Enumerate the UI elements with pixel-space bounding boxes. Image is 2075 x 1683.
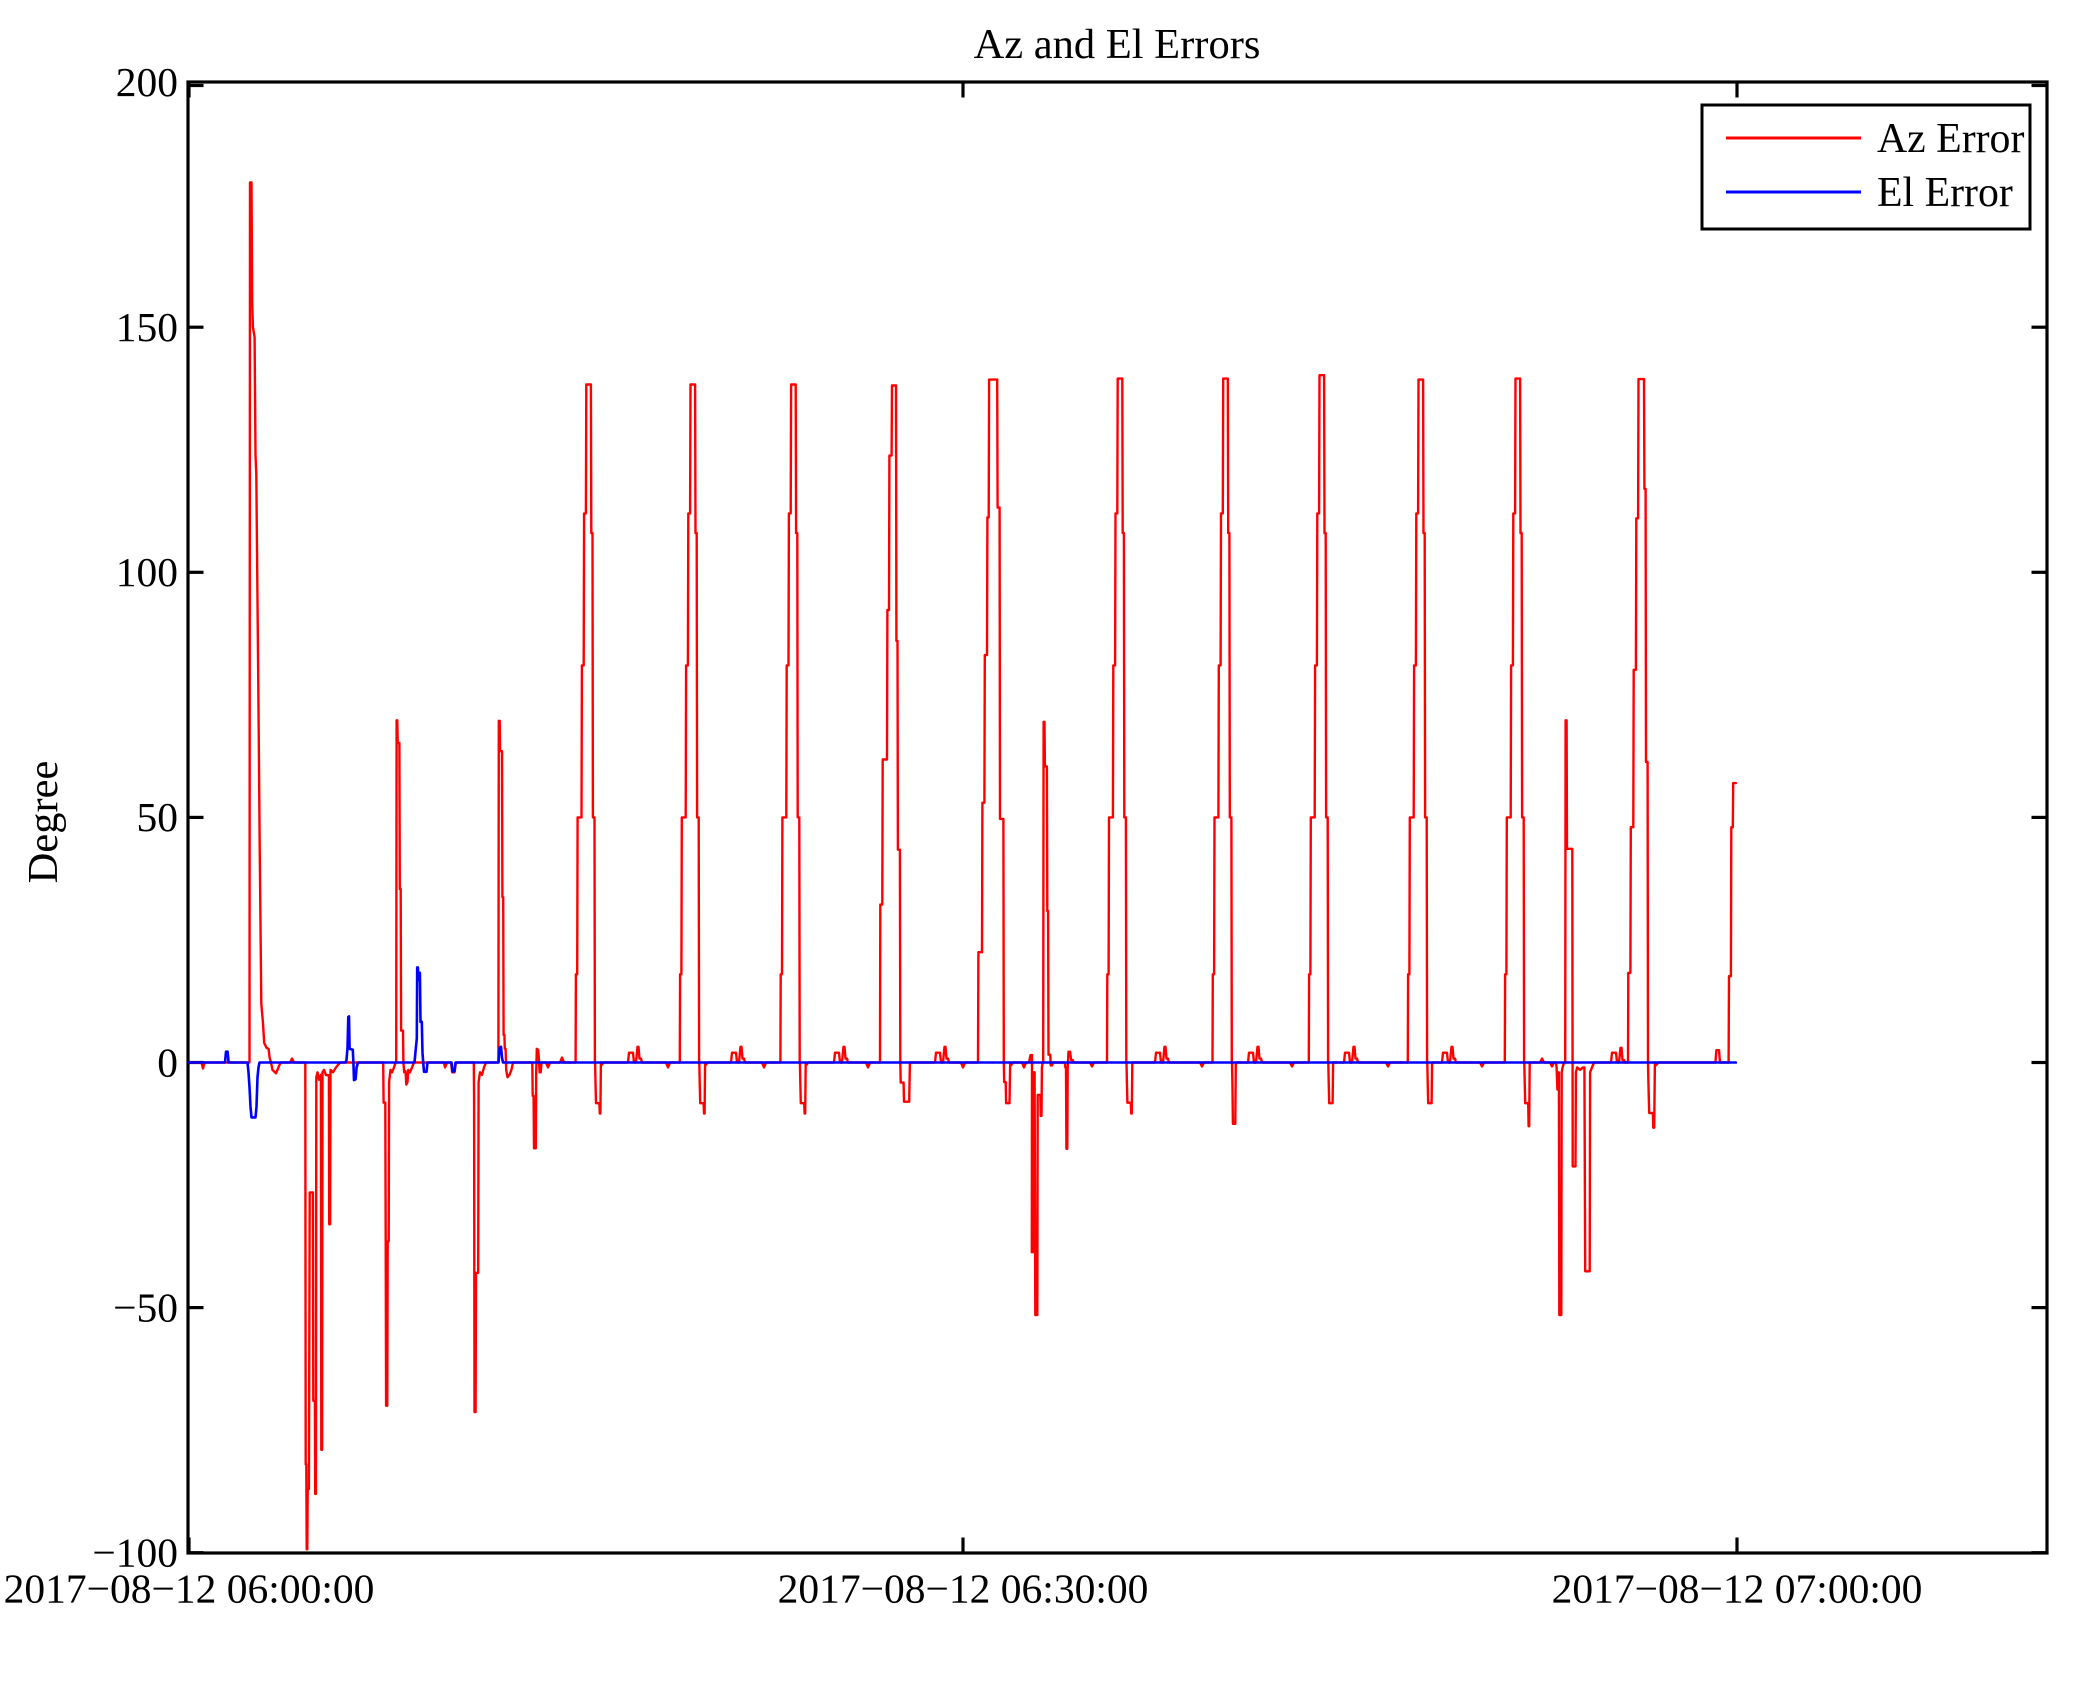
svg-text:Az Error: Az Error xyxy=(1877,116,2024,162)
svg-text:Az and El Errors: Az and El Errors xyxy=(974,21,1261,68)
svg-text:150: 150 xyxy=(116,304,178,350)
svg-text:−50: −50 xyxy=(113,1284,178,1330)
svg-text:2017−08−12 06:00:00: 2017−08−12 06:00:00 xyxy=(4,1566,375,1612)
svg-text:El Error: El Error xyxy=(1877,170,2013,216)
svg-text:100: 100 xyxy=(116,549,178,595)
svg-text:0: 0 xyxy=(157,1039,178,1085)
svg-text:−100: −100 xyxy=(92,1530,178,1576)
svg-text:2017−08−12 06:30:00: 2017−08−12 06:30:00 xyxy=(778,1566,1149,1612)
svg-text:50: 50 xyxy=(137,794,179,840)
svg-text:200: 200 xyxy=(116,59,178,105)
svg-text:Degree: Degree xyxy=(20,761,67,884)
svg-text:2017−08−12 07:00:00: 2017−08−12 07:00:00 xyxy=(1552,1566,1923,1612)
